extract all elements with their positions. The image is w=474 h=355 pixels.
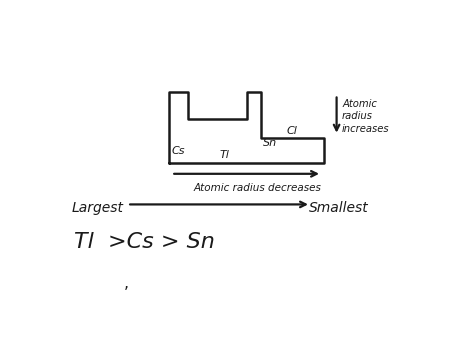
Text: Tl  >Cs > Sn: Tl >Cs > Sn <box>74 232 215 252</box>
Text: Cs: Cs <box>171 146 185 156</box>
Text: Smallest: Smallest <box>309 201 369 215</box>
Text: Atomic radius decreases: Atomic radius decreases <box>193 182 321 192</box>
Text: Tl: Tl <box>219 149 229 160</box>
Text: ’: ’ <box>124 286 128 301</box>
Text: Cl: Cl <box>287 126 298 136</box>
Text: Largest: Largest <box>72 201 124 215</box>
Text: Sn: Sn <box>263 138 277 148</box>
Text: Atomic
radius
increases: Atomic radius increases <box>342 99 390 134</box>
